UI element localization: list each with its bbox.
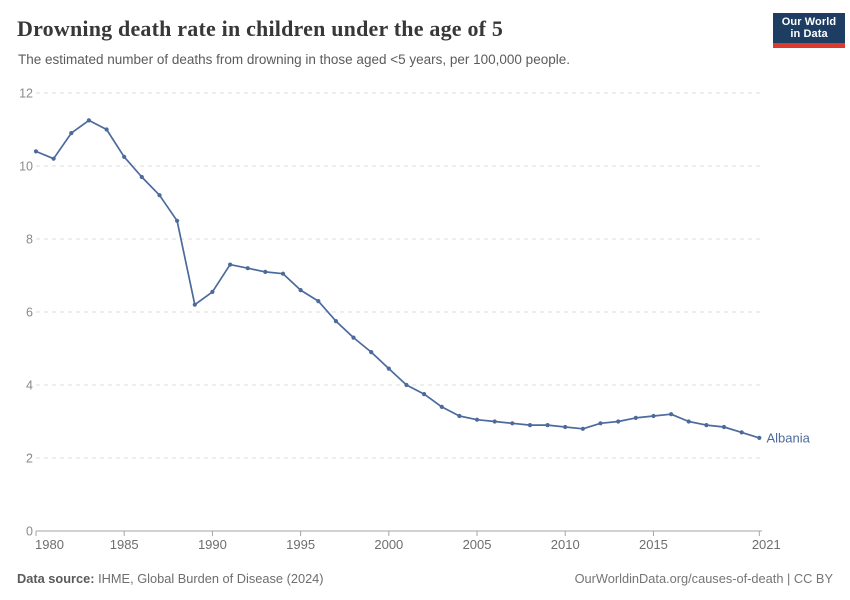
chart-title: Drowning death rate in children under th… xyxy=(17,16,504,41)
albania-line[interactable] xyxy=(35,119,761,439)
data-point-1992[interactable] xyxy=(245,266,250,271)
data-point-1995[interactable] xyxy=(298,288,303,293)
owid-logo-line1: Our World xyxy=(781,16,837,28)
owid-logo-line2: in Data xyxy=(790,28,828,40)
data-point-2006[interactable] xyxy=(492,419,497,424)
data-source-text: IHME, Global Burden of Disease (2024) xyxy=(94,571,324,586)
data-point-2015[interactable] xyxy=(651,413,656,419)
data-point-2018[interactable] xyxy=(704,423,709,428)
data-point-2011[interactable] xyxy=(580,426,586,431)
data-point-1986[interactable] xyxy=(139,174,144,180)
data-point-1981[interactable] xyxy=(51,156,56,161)
data-point-1994[interactable] xyxy=(280,271,286,276)
x-axis-tick-label-2015: 2015 xyxy=(639,537,668,552)
data-point-2012[interactable] xyxy=(598,421,603,426)
data-point-1984[interactable] xyxy=(104,127,109,132)
x-axis-tick-label-1980: 1980 xyxy=(35,537,64,552)
series-label-albania[interactable]: Albania xyxy=(767,430,811,445)
data-source: Data source: IHME, Global Burden of Dise… xyxy=(17,571,324,586)
data-point-1987[interactable] xyxy=(157,193,162,198)
data-point-2004[interactable] xyxy=(457,413,462,419)
data-source-label: Data source: xyxy=(17,571,95,586)
data-point-1988[interactable] xyxy=(175,218,180,223)
y-axis-tick-label-10: 10 xyxy=(19,160,33,174)
y-axis-tick-label-4: 4 xyxy=(26,379,33,393)
data-point-1980[interactable] xyxy=(33,149,39,154)
data-point-2019[interactable] xyxy=(721,424,727,430)
data-point-1991[interactable] xyxy=(228,262,233,267)
data-point-2007[interactable] xyxy=(510,421,515,426)
x-axis-tick-label-1985: 1985 xyxy=(110,537,139,552)
x-axis-tick-label-1995: 1995 xyxy=(286,537,315,552)
y-axis-tick-label-2: 2 xyxy=(26,452,33,466)
data-point-2005[interactable] xyxy=(474,417,480,422)
y-axis-tick-label-12: 12 xyxy=(19,87,33,101)
data-point-1993[interactable] xyxy=(263,269,268,274)
data-point-2002[interactable] xyxy=(422,392,427,397)
data-point-2000[interactable] xyxy=(386,366,391,371)
data-point-2008[interactable] xyxy=(527,423,533,428)
data-point-2001[interactable] xyxy=(404,382,409,388)
license-credit-link[interactable]: OurWorldinData.org/causes-of-death | CC … xyxy=(574,571,833,586)
data-point-2010[interactable] xyxy=(563,424,568,430)
chart-footer: Data source: IHME, Global Burden of Dise… xyxy=(17,571,833,586)
data-point-1998[interactable] xyxy=(351,335,356,340)
data-point-1989[interactable] xyxy=(192,302,197,307)
y-axis-tick-label-6: 6 xyxy=(26,306,33,320)
data-point-2020[interactable] xyxy=(739,430,744,435)
data-point-1996[interactable] xyxy=(316,299,321,304)
x-axis-tick-label-2021: 2021 xyxy=(752,537,781,552)
data-point-2009[interactable] xyxy=(545,423,550,428)
data-point-1983[interactable] xyxy=(86,118,91,123)
data-point-1997[interactable] xyxy=(333,319,338,324)
data-point-2003[interactable] xyxy=(439,404,444,409)
owid-logo[interactable]: Our World in Data xyxy=(773,13,845,48)
x-axis-tick-label-1990: 1990 xyxy=(198,537,227,552)
y-axis-tick-label-8: 8 xyxy=(26,233,33,247)
data-point-1985[interactable] xyxy=(122,154,127,159)
x-axis-tick-label-2010: 2010 xyxy=(551,537,580,552)
data-point-2017[interactable] xyxy=(686,419,691,424)
x-axis-tick-label-2000: 2000 xyxy=(374,537,403,552)
data-point-1982[interactable] xyxy=(69,131,74,136)
data-point-2014[interactable] xyxy=(633,415,638,420)
data-point-1999[interactable] xyxy=(369,350,374,355)
data-point-2016[interactable] xyxy=(669,412,674,417)
chart-subtitle: The estimated number of deaths from drow… xyxy=(18,52,570,67)
data-point-2013[interactable] xyxy=(616,419,621,424)
data-point-2021[interactable] xyxy=(757,435,762,440)
y-axis-tick-label-0: 0 xyxy=(26,525,33,539)
x-axis-tick-label-2005: 2005 xyxy=(463,537,492,552)
data-point-1990[interactable] xyxy=(210,289,215,294)
